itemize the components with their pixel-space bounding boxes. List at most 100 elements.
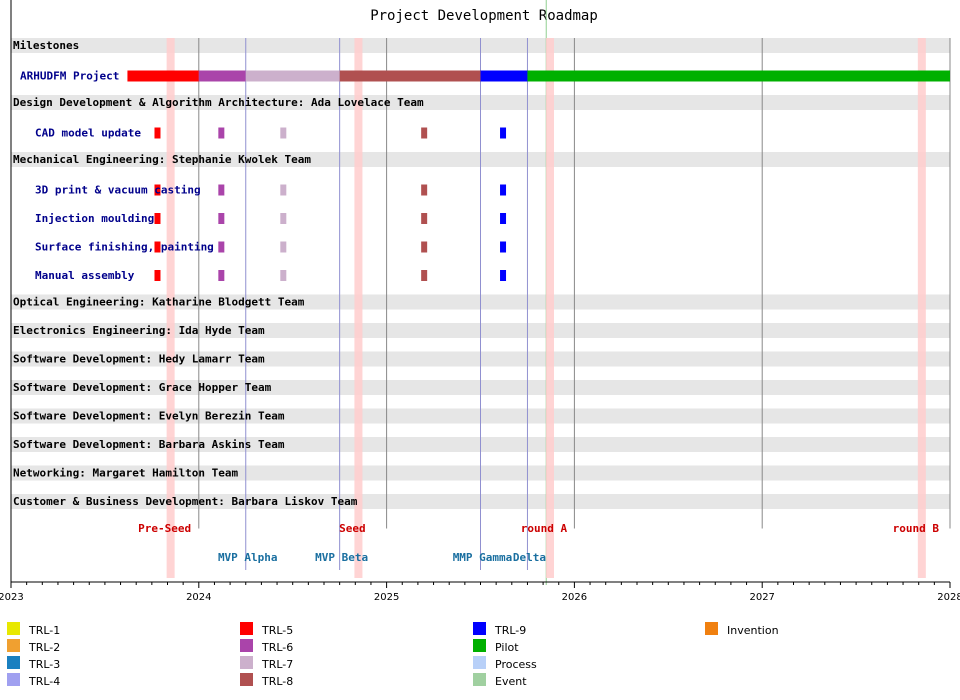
legend-label: Event — [495, 675, 527, 688]
legend-swatch — [240, 656, 253, 669]
legend-swatch — [473, 622, 486, 635]
funding-label: round B — [893, 522, 940, 535]
funding-label: Pre-Seed — [138, 522, 191, 535]
trl-marker — [500, 213, 507, 224]
section-label: Networking: Margaret Hamilton Team — [13, 467, 239, 480]
project-phase-bar — [245, 70, 340, 82]
project-phase-bar — [480, 70, 528, 82]
legend-swatch — [473, 673, 486, 686]
events-layer: Pre-Seed Seed round A round B MVP Alpha MVP B… — [138, 522, 939, 564]
legend-label: TRL-4 — [28, 675, 60, 688]
trl-marker — [154, 127, 161, 139]
legend-label: TRL-6 — [261, 641, 293, 654]
project-phase-bar — [198, 70, 246, 82]
legend-swatch — [240, 622, 253, 635]
task-label: 3D print & vacuum casting — [35, 184, 201, 197]
funding-bands-layer — [166, 38, 926, 578]
funding-label: round A — [521, 522, 568, 535]
mvp-label: MVP Alpha — [218, 551, 278, 564]
legend-swatch — [705, 622, 718, 635]
trl-marker — [421, 127, 428, 139]
mvp-label: MVP Beta — [315, 551, 368, 564]
section-label: Software Development: Grace Hopper Team — [13, 381, 272, 394]
funding-band — [166, 38, 175, 578]
trl-marker — [154, 241, 161, 253]
year-tick-label: 2025 — [374, 592, 399, 603]
project-phase-bar — [527, 70, 950, 82]
trl-marker — [154, 213, 161, 224]
trl-marker — [154, 270, 161, 281]
legend-label: TRL-9 — [494, 624, 526, 637]
task-label: ARHUDFM Project — [20, 70, 119, 83]
trl-marker — [218, 270, 225, 281]
task-label: CAD model update — [35, 127, 141, 140]
legend-swatch — [7, 622, 20, 635]
trl-marker — [500, 127, 507, 139]
trl-marker — [500, 241, 507, 253]
legend: TRL-1 TRL-2 TRL-3 TRL-4 TRL-5 TRL-6 TRL-7 TRL-8… — [7, 622, 779, 688]
legend-swatch — [7, 673, 20, 686]
section-label: Mechanical Engineering: Stephanie Kwolek… — [13, 153, 311, 166]
task-label: Manual assembly — [35, 269, 135, 282]
trl-marker — [421, 213, 428, 224]
section-label: Optical Engineering: Katharine Blodgett … — [13, 296, 305, 309]
section-label: Customer & Business Development: Barbara… — [13, 495, 358, 508]
section-label: Design Development & Algorithm Architect… — [13, 96, 424, 109]
trl-marker — [500, 270, 507, 281]
trl-marker — [218, 213, 225, 224]
mvp-label: MMP Gamma — [453, 551, 513, 564]
legend-label: TRL-1 — [28, 624, 60, 637]
legend-label: Pilot — [495, 641, 519, 654]
trl-marker — [280, 213, 287, 224]
legend-swatch — [7, 639, 20, 652]
funding-band — [354, 38, 363, 578]
trl-marker — [280, 184, 287, 196]
section-label: Software Development: Hedy Lamarr Team — [13, 353, 265, 366]
legend-label: TRL-8 — [261, 675, 293, 688]
legend-label: Process — [495, 658, 537, 671]
task-label: Surface finishing, painting — [35, 241, 214, 254]
year-tick-label: 2023 — [0, 592, 24, 603]
trl-marker — [421, 241, 428, 253]
funding-band — [545, 38, 554, 578]
funding-band — [917, 38, 926, 578]
year-tick-label: 2028 — [937, 592, 960, 603]
project-phase-bar — [127, 70, 199, 82]
project-phase-bar — [339, 70, 481, 82]
section-label: Milestones — [13, 39, 79, 52]
legend-label: Invention — [727, 624, 779, 637]
task-label: Injection moulding — [35, 212, 154, 225]
labels-layer: Milestones ARHUDFM Project Design Developm… — [13, 39, 424, 508]
legend-swatch — [240, 639, 253, 652]
mvp-label: Delta — [513, 551, 546, 564]
section-label: Software Development: Evelyn Berezin Tea… — [13, 410, 285, 423]
year-tick-label: 2026 — [562, 592, 587, 603]
trl-marker — [280, 241, 287, 253]
trl-marker — [280, 270, 287, 281]
trl-marker — [218, 184, 225, 196]
trl-marker — [218, 241, 225, 253]
year-tick-label: 2027 — [749, 592, 774, 603]
year-tick-label: 2024 — [186, 592, 211, 603]
section-label: Software Development: Barbara Askins Tea… — [13, 438, 285, 451]
section-label: Electronics Engineering: Ida Hyde Team — [13, 324, 265, 337]
funding-label: Seed — [339, 522, 366, 535]
marks-layer — [127, 70, 950, 281]
time-axis: 2023 2024 2025 2026 2027 2028 — [0, 0, 960, 603]
legend-label: TRL-2 — [28, 641, 60, 654]
legend-swatch — [473, 639, 486, 652]
trl-marker — [500, 184, 507, 196]
trl-marker — [421, 184, 428, 196]
legend-label: TRL-5 — [261, 624, 293, 637]
trl-marker — [280, 127, 287, 139]
legend-swatch — [473, 656, 486, 669]
chart-title: Project Development Roadmap — [370, 8, 598, 24]
trl-marker — [421, 270, 428, 281]
legend-swatch — [7, 656, 20, 669]
legend-label: TRL-7 — [261, 658, 293, 671]
trl-marker — [154, 184, 161, 196]
legend-swatch — [240, 673, 253, 686]
legend-label: TRL-3 — [28, 658, 60, 671]
trl-marker — [218, 127, 225, 139]
